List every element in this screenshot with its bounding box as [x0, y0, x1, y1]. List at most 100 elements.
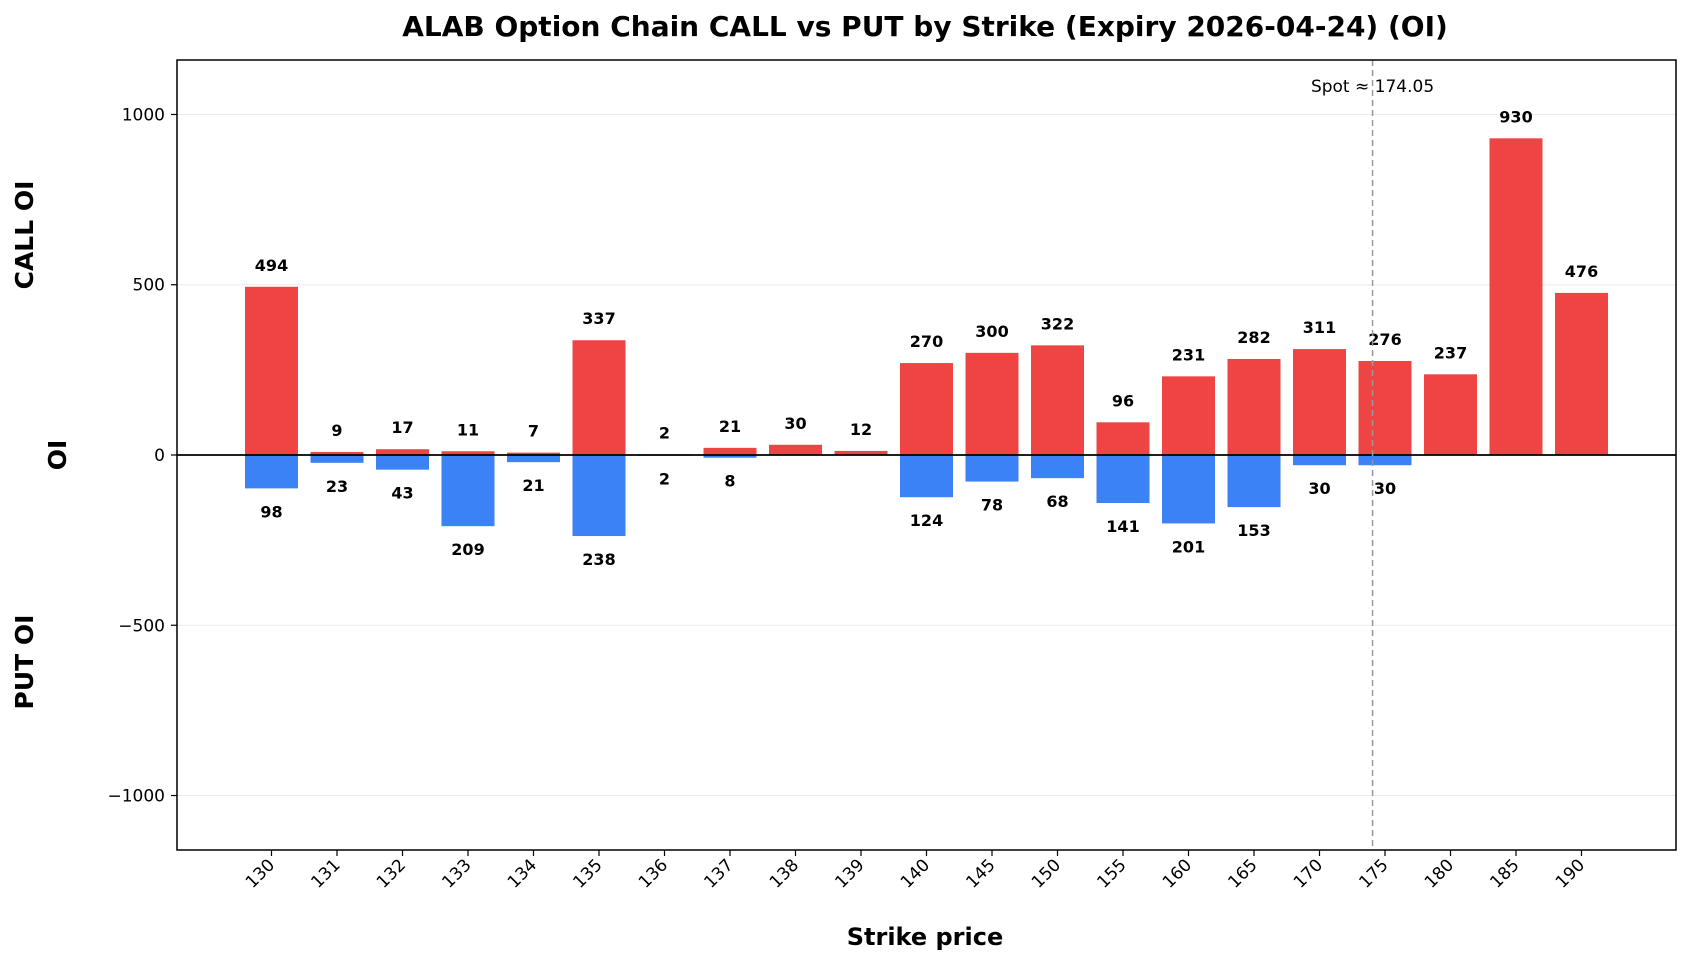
- put-value-label-140: 124: [910, 511, 943, 530]
- x-tick-label-136: 136: [635, 855, 672, 892]
- x-tick-label-165: 165: [1224, 855, 1261, 892]
- put-bar-135: [572, 455, 626, 537]
- call-bar-140: [900, 363, 953, 455]
- put-value-label-155: 141: [1106, 517, 1139, 536]
- call-value-label-175: 276: [1368, 330, 1401, 349]
- call-value-label-131: 9: [331, 421, 342, 440]
- put-bar-175: [1358, 455, 1412, 466]
- chart-title: ALAB Option Chain CALL vs PUT by Strike …: [402, 10, 1448, 43]
- put-value-label-134: 21: [522, 476, 544, 495]
- call-bar-131: [310, 451, 364, 455]
- put-value-label-137: 8: [724, 472, 735, 491]
- call-value-label-150: 322: [1041, 314, 1074, 333]
- spot-annotation: Spot ≈ 174.05: [1311, 77, 1434, 97]
- x-tick-label-133: 133: [438, 855, 475, 892]
- x-tick-label-185: 185: [1486, 855, 1523, 892]
- call-value-label-185: 930: [1499, 107, 1532, 126]
- put-value-label-132: 43: [391, 484, 413, 503]
- call-value-label-134: 7: [528, 422, 539, 441]
- put-bar-137: [703, 455, 757, 458]
- put-bar-160: [1162, 455, 1215, 524]
- put-value-label-175: 30: [1374, 479, 1396, 498]
- put-oi-label: PUT OI: [10, 615, 39, 710]
- put-bar-170: [1293, 455, 1346, 466]
- x-tick-label-130: 130: [242, 855, 279, 892]
- put-bar-132: [376, 455, 429, 470]
- x-tick-label-140: 140: [897, 855, 934, 892]
- put-value-label-135: 238: [582, 550, 615, 569]
- x-tick-label-134: 134: [504, 855, 541, 892]
- x-tick-label-135: 135: [569, 855, 606, 892]
- y-tick-label-0: 1000: [122, 105, 165, 125]
- put-value-label-133: 209: [451, 540, 484, 559]
- call-value-label-133: 11: [457, 420, 479, 439]
- call-bar-134: [507, 452, 560, 455]
- call-value-label-130: 494: [255, 256, 288, 275]
- x-axis-title: Strike price: [847, 923, 1004, 951]
- call-value-label-190: 476: [1565, 262, 1598, 281]
- y-tick-label-2: 0: [154, 446, 165, 466]
- call-bar-155: [1096, 422, 1150, 455]
- call-value-label-138: 30: [784, 414, 806, 433]
- x-tick-label-180: 180: [1421, 855, 1458, 892]
- x-tick-label-145: 145: [962, 855, 999, 892]
- call-bar-139: [834, 450, 888, 455]
- put-bar-150: [1031, 455, 1084, 479]
- call-value-label-180: 237: [1434, 343, 1467, 362]
- call-bar-170: [1293, 349, 1346, 455]
- call-value-label-145: 300: [975, 322, 1008, 341]
- put-bar-134: [507, 455, 560, 463]
- call-value-label-170: 311: [1303, 318, 1336, 337]
- y-tick-label-1: 500: [133, 276, 165, 296]
- call-bar-138: [769, 444, 822, 455]
- put-value-label-130: 98: [260, 502, 282, 521]
- x-tick-label-150: 150: [1028, 855, 1065, 892]
- x-tick-label-175: 175: [1355, 855, 1392, 892]
- put-bar-145: [965, 455, 1019, 482]
- put-value-label-145: 78: [981, 496, 1003, 515]
- x-tick-label-190: 190: [1552, 855, 1589, 892]
- call-bar-185: [1489, 138, 1543, 455]
- put-bar-165: [1227, 455, 1281, 508]
- call-bar-137: [703, 447, 757, 455]
- call-bar-160: [1162, 376, 1215, 455]
- put-value-label-131: 23: [326, 477, 348, 496]
- x-tick-label-138: 138: [766, 855, 803, 892]
- y-tick-label-4: −1000: [107, 787, 165, 807]
- x-tick-label-137: 137: [700, 855, 737, 892]
- x-tick-label-131: 131: [307, 855, 344, 892]
- put-bar-133: [441, 455, 495, 527]
- call-bar-145: [965, 352, 1019, 455]
- call-value-label-140: 270: [910, 332, 943, 351]
- call-value-label-135: 337: [582, 309, 615, 328]
- put-value-label-165: 153: [1237, 521, 1270, 540]
- grid-lines: [177, 113, 1676, 797]
- x-tick-label-132: 132: [373, 855, 410, 892]
- call-bar-133: [441, 451, 495, 455]
- call-value-label-139: 12: [850, 420, 872, 439]
- put-value-label-136: 2: [659, 470, 670, 489]
- put-bar-131: [310, 455, 364, 463]
- y-axis-title: OI: [43, 440, 72, 471]
- put-value-label-170: 30: [1308, 479, 1330, 498]
- put-bar-130: [245, 455, 298, 489]
- call-bar-150: [1031, 345, 1084, 455]
- x-tick-label-160: 160: [1159, 855, 1196, 892]
- x-tick-label-139: 139: [831, 855, 868, 892]
- call-bar-175: [1358, 361, 1412, 455]
- put-value-label-150: 68: [1046, 492, 1068, 511]
- call-value-label-132: 17: [391, 418, 413, 437]
- put-bar-155: [1096, 455, 1150, 504]
- call-bar-190: [1555, 292, 1608, 455]
- x-tick-label-170: 170: [1290, 855, 1327, 892]
- call-oi-label: CALL OI: [10, 181, 39, 290]
- call-bar-130: [245, 286, 298, 455]
- call-value-label-160: 231: [1172, 345, 1205, 364]
- call-value-label-165: 282: [1237, 328, 1270, 347]
- y-tick-label-3: −500: [118, 616, 165, 636]
- call-bar-165: [1227, 358, 1281, 455]
- put-bar-140: [900, 455, 953, 498]
- call-value-label-155: 96: [1112, 391, 1134, 410]
- x-tick-label-155: 155: [1093, 855, 1130, 892]
